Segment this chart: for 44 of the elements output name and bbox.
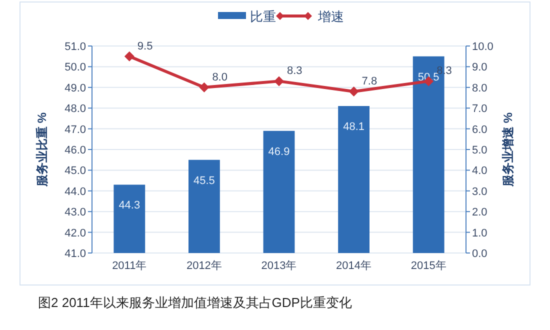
y2-tick-label: 6.0 [472, 124, 488, 136]
y-tick-label: 44.0 [64, 186, 86, 198]
y-tick-label: 43.0 [64, 206, 86, 219]
y-tick-label: 49.0 [64, 82, 86, 94]
y2-tick-label: 5.0 [472, 144, 488, 156]
y-tick-label: 41.0 [64, 248, 86, 260]
y2-tick-label: 0.0 [472, 248, 488, 260]
y-tick-label: 51.0 [64, 41, 86, 53]
data-label: 7.8 [362, 76, 378, 88]
y-tick-label: 50.0 [64, 62, 86, 74]
y-axis-title: 服务业比重 % [35, 112, 49, 188]
y-tick-label: 48.0 [64, 103, 86, 116]
y2-tick-label: 9.0 [472, 62, 488, 74]
x-tick-label: 2015年 [410, 260, 446, 272]
y2-tick-label: 1.0 [472, 227, 488, 240]
y2-tick-label: 10.0 [472, 41, 494, 53]
y2-tick-label: 8.0 [472, 82, 488, 94]
y-tick-label: 46.0 [64, 144, 86, 156]
data-label: 48.1 [343, 121, 365, 134]
y-tick-label: 45.0 [64, 165, 86, 178]
data-label: 8.0 [212, 71, 228, 84]
x-tick-label: 2014年 [336, 260, 372, 272]
data-label: 45.5 [193, 174, 215, 187]
data-label: 46.9 [268, 146, 290, 158]
point [274, 76, 284, 86]
x-tick-label: 2013年 [261, 260, 297, 272]
y-tick-label: 42.0 [64, 227, 86, 240]
legend-label: 增速 [317, 9, 344, 24]
y2-tick-label: 2.0 [472, 206, 488, 219]
x-tick-label: 2012年 [186, 260, 222, 272]
caption: 图2 2011年以来服务业增加值增速及其占GDP比重变化 [38, 295, 352, 310]
y-tick-label: 47.0 [64, 124, 86, 136]
data-label: 8.3 [287, 65, 302, 78]
y2-tick-label: 3.0 [472, 186, 488, 198]
point [199, 82, 210, 92]
legend-label: 比重 [250, 9, 276, 24]
data-label: 9.5 [137, 40, 153, 52]
point [124, 51, 134, 62]
data-label: 44.3 [118, 200, 140, 212]
point [348, 86, 359, 97]
y2-tick-label: 7.0 [472, 103, 488, 116]
y2-axis-title: 服务业增速 % [501, 112, 515, 188]
x-tick-label: 2011年 [112, 260, 147, 272]
y2-tick-label: 4.0 [472, 165, 488, 178]
